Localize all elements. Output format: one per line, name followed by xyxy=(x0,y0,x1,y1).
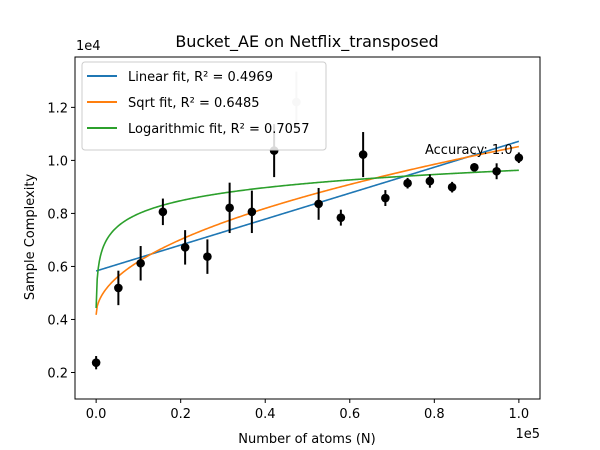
data-marker xyxy=(158,207,168,217)
data-point-19 xyxy=(492,163,501,180)
y-tick-label: 1.2 xyxy=(47,101,68,116)
data-point-17 xyxy=(447,181,457,193)
data-point-1 xyxy=(91,356,101,370)
x-tick-label: 0.2 xyxy=(170,407,191,422)
x-axis-label: Number of atoms (N) xyxy=(238,432,375,447)
chart-title: Bucket_AE on Netflix_transposed xyxy=(175,32,438,52)
y-tick-label: 0.2 xyxy=(47,366,68,381)
data-point-14 xyxy=(381,190,390,206)
data-marker xyxy=(225,203,234,213)
y-tick-label: 1.0 xyxy=(47,154,68,169)
data-marker xyxy=(180,243,190,252)
data-marker xyxy=(492,166,501,176)
x-axis-multiplier: 1e5 xyxy=(515,427,540,442)
data-point-15 xyxy=(403,177,412,189)
data-marker xyxy=(314,199,323,209)
axes-layer: 0.0 0.2 0.4 0.6 0.8 1.0 0.2 0.4 0.6 0.8 1.0 1.2 xyxy=(47,56,541,422)
legend: Linear fit, R² = 0.4969 Sqrt fit, R² = 0.… xyxy=(81,61,327,151)
data-point-20 xyxy=(514,152,524,164)
accuracy-annotation: Accuracy: 1.0 xyxy=(425,143,513,158)
data-point-7 xyxy=(225,182,234,234)
y-tick-label: 0.8 xyxy=(47,207,68,222)
data-marker xyxy=(247,207,257,217)
data-point-12 xyxy=(336,209,346,226)
x-tick-label: 1.0 xyxy=(509,407,530,422)
legend-label: Linear fit, R² = 0.4969 xyxy=(128,70,273,85)
data-point-8 xyxy=(247,190,257,234)
y-axis-multiplier: 1e4 xyxy=(76,39,101,54)
data-marker xyxy=(381,193,390,203)
sqrt-fit-line xyxy=(95,145,520,315)
x-tick-label: 0.0 xyxy=(86,407,107,422)
data-marker xyxy=(447,182,457,192)
data-point-5 xyxy=(180,230,190,265)
data-marker xyxy=(203,252,212,261)
axes-frame xyxy=(74,56,541,400)
legend-entry: Linear fit, R² = 0.4969 xyxy=(87,70,273,85)
data-point-6 xyxy=(203,239,212,274)
data-marker xyxy=(91,358,101,367)
legend-label: Logarithmic fit, R² = 0.7057 xyxy=(128,122,309,137)
data-marker xyxy=(425,176,435,186)
data-point-4 xyxy=(158,198,168,226)
data-point-3 xyxy=(136,246,145,281)
legend-label: Sqrt fit, R² = 0.6485 xyxy=(128,96,260,111)
data-marker xyxy=(336,213,346,222)
data-point-11 xyxy=(314,187,323,220)
data-marker xyxy=(136,258,145,268)
legend-entry: Sqrt fit, R² = 0.6485 xyxy=(87,96,260,111)
data-marker xyxy=(114,283,123,293)
data-point-13 xyxy=(358,132,368,178)
x-tick-label: 0.6 xyxy=(339,407,360,422)
y-tick-label: 0.4 xyxy=(47,313,68,328)
legend-entry: Logarithmic fit, R² = 0.7057 xyxy=(87,122,309,137)
data-point-16 xyxy=(425,174,435,188)
y-axis-label: Sample Complexity xyxy=(23,174,38,301)
linear-fit-line xyxy=(95,140,520,272)
data-marker xyxy=(358,150,368,159)
y-tick-label: 0.6 xyxy=(47,260,68,275)
x-tick-label: 0.4 xyxy=(255,407,276,422)
data-marker xyxy=(470,162,479,172)
data-point-18 xyxy=(470,162,479,172)
log-fit-line xyxy=(95,169,519,309)
data-point-2 xyxy=(114,270,123,306)
x-tick-label: 0.8 xyxy=(424,407,445,422)
legend-box xyxy=(81,61,327,151)
data-marker xyxy=(514,153,524,163)
data-marker xyxy=(403,178,412,188)
